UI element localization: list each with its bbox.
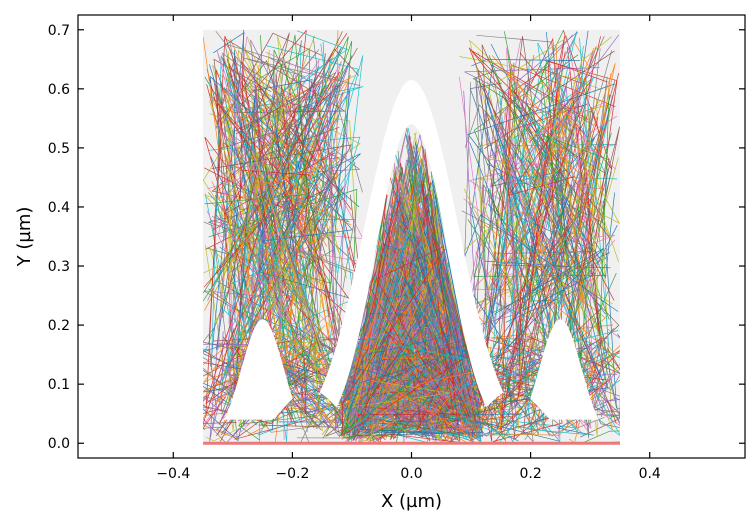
- white-gap-region: [203, 29, 620, 444]
- x-axis-title: X (µm): [381, 491, 442, 512]
- y-tick-label: 0.5: [48, 141, 70, 157]
- y-tick-label: 0.2: [48, 318, 70, 334]
- axis-group: −0.4 −0.2 0.0 0.2 0.4 0.0 0.1 0.2 0.3 0.4 0.5 0.6 0.…: [14, 14, 746, 512]
- x-tick-label: −0.4: [156, 466, 190, 482]
- y-tick-label: 0.3: [48, 259, 70, 275]
- x-tick-label: −0.2: [275, 466, 309, 482]
- x-tick-label: 0.0: [400, 466, 422, 482]
- y-tick-label: 0.4: [48, 200, 70, 216]
- x-tick-label: 0.2: [519, 466, 541, 482]
- y-tick-label: 0.1: [48, 377, 70, 393]
- x-tick-label: 0.4: [639, 466, 661, 482]
- y-tick-label: 0.7: [48, 23, 70, 39]
- y-axis-title: Y (µm): [14, 207, 35, 268]
- y-tick-label: 0.6: [48, 82, 70, 98]
- y-tick-label: 0.0: [48, 436, 70, 452]
- plot-group: [203, 29, 620, 445]
